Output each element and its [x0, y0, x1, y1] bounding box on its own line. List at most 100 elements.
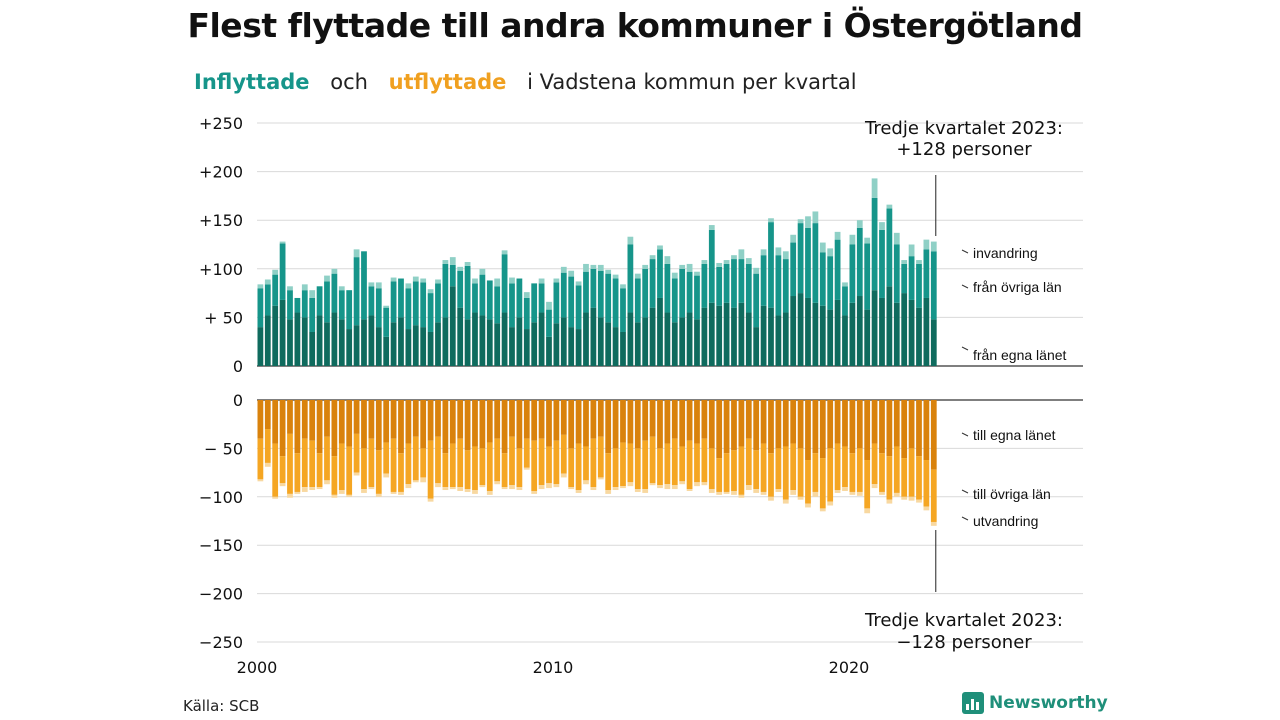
- bar-in-invandring: [879, 222, 885, 230]
- bar-in-invandring: [264, 279, 271, 285]
- bar-out-egna-lanet: [723, 400, 730, 454]
- bar-out-utvandring: [420, 477, 427, 483]
- bar-out-utvandring: [849, 491, 856, 495]
- bar-in-ovriga-lan: [834, 239, 841, 300]
- label-connector: [961, 284, 969, 289]
- bar-out-egna-lanet: [864, 400, 871, 461]
- bar-out-utvandring: [531, 490, 538, 494]
- bar-in-invandring: [479, 268, 486, 275]
- label-connector: [961, 249, 969, 254]
- series-label-fran-egna-lanet: från egna länet: [973, 347, 1067, 363]
- bar-in-invandring: [723, 260, 730, 264]
- bar-in-invandring: [553, 278, 560, 283]
- bar-in-ovriga-lan: [864, 243, 871, 310]
- bar-out-utvandring: [509, 485, 515, 490]
- series-label-till-ovriga-lan: till övriga län: [973, 486, 1051, 502]
- bar-in-invandring: [819, 242, 826, 253]
- bar-out-egna-lanet: [620, 400, 626, 443]
- bar-in-invandring: [494, 278, 501, 287]
- bar-out-utvandring: [664, 484, 671, 490]
- bar-out-egna-lanet: [546, 400, 552, 447]
- bar-in-egna-lanet: [553, 323, 560, 366]
- bar-out-ovriga-lan: [338, 443, 345, 491]
- bar-out-egna-lanet: [257, 400, 264, 439]
- bar-in-egna-lanet: [590, 307, 597, 366]
- bar-in-egna-lanet: [642, 317, 649, 366]
- bar-in-invandring: [324, 275, 330, 282]
- bar-out-utvandring: [819, 508, 826, 512]
- bar-out-egna-lanet: [353, 400, 360, 434]
- bar-out-ovriga-lan: [812, 453, 819, 492]
- bar-in-invandring: [301, 284, 308, 291]
- bar-out-utvandring: [627, 482, 634, 487]
- bar-out-ovriga-lan: [879, 453, 885, 492]
- bar-out-utvandring: [834, 490, 841, 493]
- bar-in-invandring: [716, 262, 723, 267]
- bar-in-egna-lanet: [842, 315, 848, 366]
- bar-in-ovriga-lan: [590, 268, 597, 308]
- bar-out-ovriga-lan: [427, 440, 434, 499]
- bar-out-egna-lanet: [279, 400, 286, 457]
- bar-in-egna-lanet: [649, 307, 656, 366]
- bar-in-invandring: [331, 268, 338, 274]
- bar-out-egna-lanet: [842, 400, 848, 447]
- bar-in-ovriga-lan: [368, 286, 375, 316]
- bar-out-ovriga-lan: [464, 450, 471, 490]
- annotation-bottom-line2: −128 personer: [896, 632, 1032, 653]
- bar-out-egna-lanet: [516, 400, 523, 449]
- source-label: Källa: SCB: [183, 697, 260, 715]
- bar-in-ovriga-lan: [620, 288, 626, 332]
- bar-out-egna-lanet: [893, 400, 900, 447]
- bar-out-ovriga-lan: [782, 446, 789, 500]
- bar-in-egna-lanet: [568, 327, 575, 366]
- bar-in-egna-lanet: [605, 322, 612, 366]
- bar-out-ovriga-lan: [708, 448, 715, 490]
- bar-in-egna-lanet: [405, 329, 412, 366]
- bar-in-invandring: [412, 276, 419, 282]
- bar-in-ovriga-lan: [923, 249, 930, 298]
- bar-out-ovriga-lan: [375, 450, 382, 494]
- bar-out-ovriga-lan: [264, 429, 271, 463]
- bar-out-ovriga-lan: [331, 456, 338, 495]
- bar-in-egna-lanet: [560, 317, 567, 366]
- bar-out-utvandring: [442, 487, 449, 491]
- bar-in-invandring: [309, 290, 316, 298]
- bar-out-ovriga-lan: [901, 458, 908, 497]
- bar-in-invandring: [546, 301, 552, 310]
- bar-out-utvandring: [435, 483, 441, 488]
- subtitle-rest: i Vadstena kommun per kvartal: [527, 70, 857, 94]
- bar-in-ovriga-lan: [331, 273, 338, 313]
- bar-out-utvandring: [797, 496, 804, 500]
- bar-out-egna-lanet: [812, 400, 819, 454]
- bar-in-egna-lanet: [412, 325, 419, 366]
- bar-in-ovriga-lan: [486, 280, 493, 320]
- bar-in-egna-lanet: [375, 327, 382, 366]
- bar-out-ovriga-lan: [449, 443, 456, 488]
- bar-out-ovriga-lan: [856, 448, 863, 492]
- bar-out-egna-lanet: [686, 400, 693, 441]
- bar-out-utvandring: [294, 491, 301, 494]
- bar-out-utvandring: [575, 490, 582, 493]
- bar-in-ovriga-lan: [390, 281, 397, 323]
- bar-in-invandring: [901, 260, 908, 264]
- bar-out-ovriga-lan: [864, 460, 871, 509]
- bar-out-ovriga-lan: [583, 446, 589, 481]
- bar-out-utvandring: [583, 480, 589, 485]
- annotation-bottom-line1: Tredje kvartalet 2023:: [864, 610, 1063, 631]
- bar-in-egna-lanet: [420, 327, 427, 366]
- label-connector: [961, 489, 969, 494]
- bar-out-utvandring: [390, 491, 397, 494]
- bar-in-invandring: [745, 258, 752, 264]
- bar-in-invandring: [842, 282, 848, 287]
- bar-in-invandring: [871, 178, 878, 198]
- bar-out-ovriga-lan: [930, 469, 937, 522]
- bar-in-ovriga-lan: [361, 251, 367, 320]
- bar-out-utvandring: [657, 485, 663, 489]
- bar-in-egna-lanet: [930, 319, 937, 366]
- bar-in-invandring: [679, 264, 686, 269]
- bar-out-egna-lanet: [590, 400, 597, 439]
- bar-in-ovriga-lan: [309, 297, 316, 332]
- bar-in-ovriga-lan: [449, 264, 456, 287]
- bar-out-ovriga-lan: [523, 438, 530, 468]
- bar-out-ovriga-lan: [916, 456, 922, 500]
